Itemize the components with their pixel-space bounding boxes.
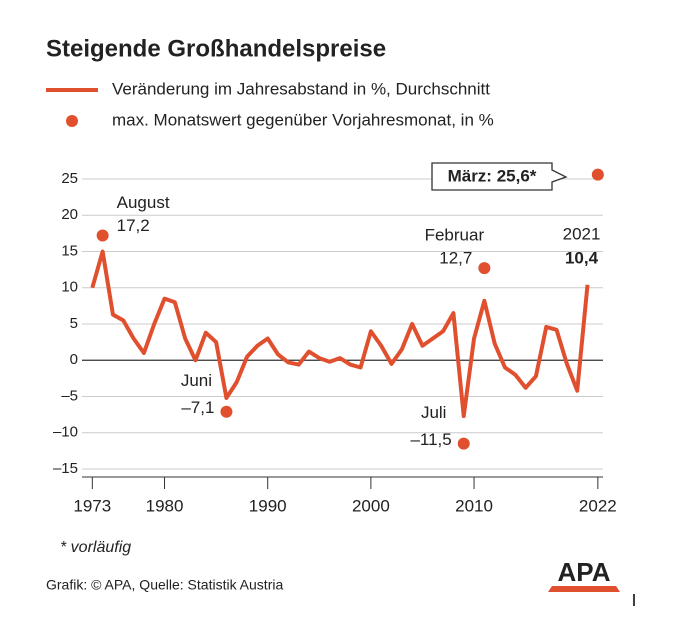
x-tick-label: 2010 (455, 496, 493, 515)
month-label: August (117, 193, 170, 212)
dot (96, 229, 109, 242)
legend-label: Veränderung im Jahresabstand in %, Durch… (112, 79, 490, 98)
logo-bar (548, 586, 620, 592)
y-tick-label: 0 (70, 351, 78, 368)
legend-dot (66, 115, 78, 127)
value-label: –7,1 (181, 398, 214, 417)
x-tick-label: 2022 (579, 496, 617, 515)
dot (478, 262, 491, 275)
y-tick-label: –10 (53, 424, 78, 441)
value-label: 12,7 (439, 249, 472, 268)
x-tick-label: 1980 (146, 496, 184, 515)
y-tick-label: 5 (70, 315, 78, 332)
value-label: –11,5 (410, 430, 451, 449)
end-year: 2021 (563, 224, 601, 243)
y-tick-label: 10 (61, 279, 78, 296)
y-tick-label: 15 (61, 242, 78, 259)
month-label: Juni (181, 371, 212, 390)
end-value: 10,4 (565, 248, 599, 267)
y-tick-label: –15 (53, 460, 78, 477)
value-label: 17,2 (117, 216, 150, 235)
x-tick-label: 1973 (73, 496, 111, 515)
chart-title: Steigende Großhandelspreise (46, 35, 386, 62)
source: Grafik: © APA, Quelle: Statistik Austria (46, 577, 283, 593)
dot (591, 168, 604, 181)
legend-label: max. Monatswert gegenüber Vorjahresmonat… (112, 110, 494, 129)
line (90, 249, 590, 419)
logo: APA (558, 557, 611, 587)
value-label: März: 25,6* (448, 166, 537, 185)
dot (220, 405, 233, 418)
dot (457, 437, 470, 450)
y-tick-label: 25 (61, 170, 78, 187)
footnote: * vorläufig (60, 539, 131, 556)
x-tick-label: 1990 (249, 496, 287, 515)
y-tick-label: 20 (61, 206, 78, 223)
month-label: Juli (421, 403, 447, 422)
month-label: Februar (425, 226, 485, 245)
callout (431, 162, 568, 191)
x-tick-label: 2000 (352, 496, 390, 515)
y-tick-label: –5 (61, 387, 78, 404)
